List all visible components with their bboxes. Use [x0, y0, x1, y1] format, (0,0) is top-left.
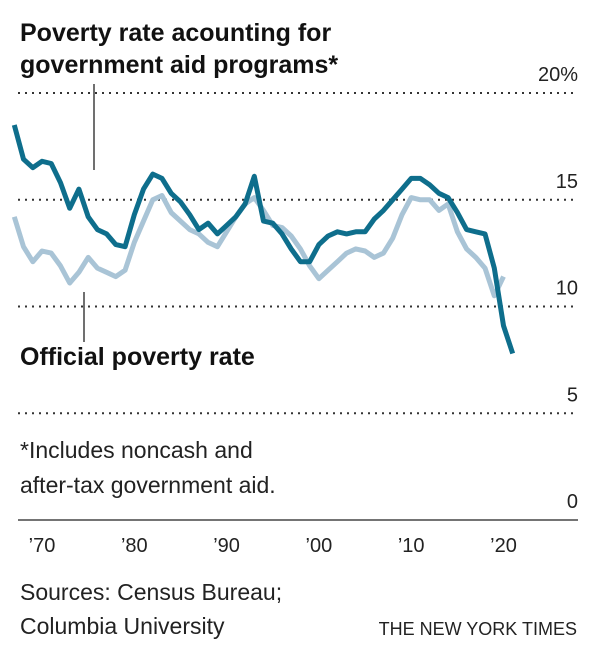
- official-series-label: Official poverty rate: [20, 343, 255, 371]
- x-tick-label: ’80: [121, 535, 148, 557]
- x-tick-label: ’20: [490, 535, 517, 557]
- x-tick-label: ’90: [213, 535, 240, 557]
- x-tick-label: ’00: [306, 535, 333, 557]
- x-tick-labels: ’70 ’80 ’90 ’00 ’10 ’20: [29, 535, 517, 557]
- gridlines: [18, 92, 578, 415]
- footnote-line2: after-tax government aid.: [20, 472, 276, 498]
- sources-line1: Sources: Census Bureau;: [20, 579, 282, 605]
- sources-line2: Columbia University: [20, 613, 225, 639]
- y-tick-labels: 20% 15 10 5 0: [538, 64, 578, 513]
- aid-series-label-line2: government aid programs*: [20, 51, 338, 79]
- aid-series-label-line1: Poverty rate acounting for: [20, 19, 331, 47]
- y-tick-label: 5: [567, 384, 578, 406]
- y-tick-label: 10: [556, 278, 578, 300]
- series-lines: [11, 124, 516, 355]
- footnote-line1: *Includes noncash and: [20, 437, 253, 463]
- x-tick-label: ’70: [29, 535, 56, 557]
- y-tick-label: 20%: [538, 64, 578, 86]
- series-line-aid-adjusted: [11, 124, 516, 355]
- y-tick-label: 15: [556, 171, 578, 193]
- x-tick-label: ’10: [398, 535, 425, 557]
- credit: THE NEW YORK TIMES: [379, 619, 577, 639]
- y-tick-label: 0: [567, 491, 578, 513]
